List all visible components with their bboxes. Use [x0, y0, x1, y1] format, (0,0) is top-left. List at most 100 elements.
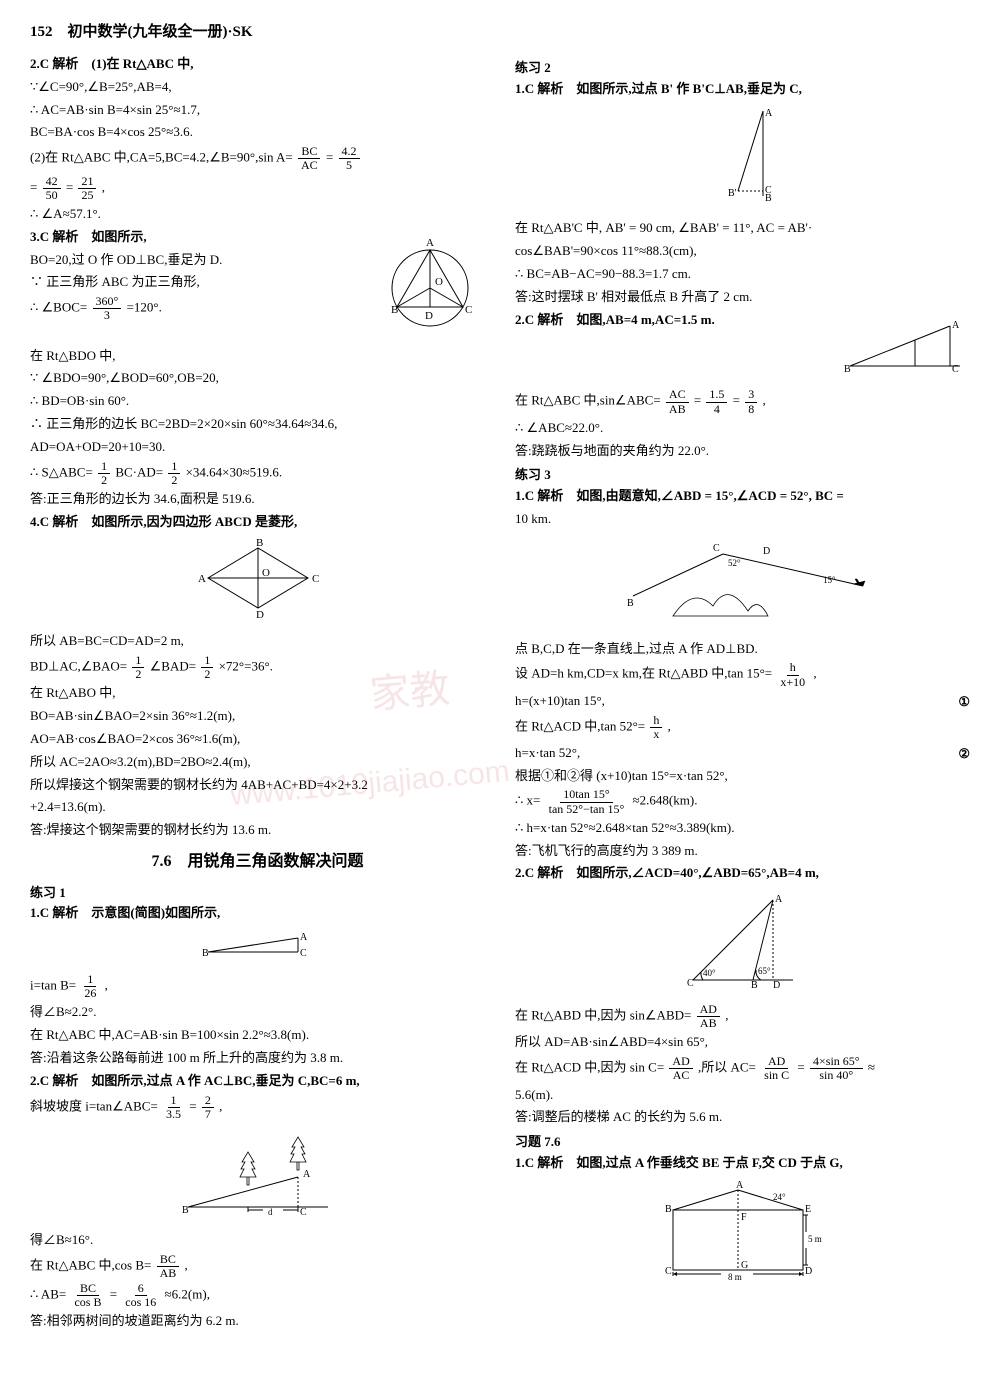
p3q1-title: 1.C 解析 如图,由题意知,∠ABD = 15°,∠ACD = 52°, BC…	[515, 486, 970, 507]
svg-text:C: C	[300, 1207, 307, 1217]
diagram-q4: A B C D O	[30, 538, 485, 625]
marker-1: ①	[958, 692, 970, 713]
svg-text:E: E	[805, 1204, 811, 1215]
frac-den: 5	[343, 159, 355, 172]
text: 在 Rt△ABO 中,	[30, 683, 485, 704]
q4-title: 4.C 解析 如图所示,因为四边形 ABCD 是菱形,	[30, 512, 485, 533]
frac-num: 6	[135, 1282, 147, 1296]
frac-num: 4.2	[339, 145, 360, 159]
frac-den: AC	[670, 1069, 693, 1082]
svg-text:B': B'	[728, 188, 737, 199]
frac-num: 1	[84, 973, 96, 987]
frac-num: AD	[669, 1055, 692, 1069]
text: BD⊥AC,∠BAO=	[30, 659, 127, 674]
text: 在 Rt△ACD 中,因为 sin C= ADAC ,所以 AC= ADsin …	[515, 1055, 970, 1082]
text: ×34.64×30≈519.6.	[186, 464, 283, 479]
text: ∴ ∠A≈57.1°.	[30, 204, 485, 225]
text: ∴ AB=	[30, 1287, 66, 1302]
frac-den: AB	[157, 1267, 180, 1280]
text: =	[66, 179, 73, 194]
svg-text:B: B	[256, 538, 263, 549]
svg-text:C: C	[665, 1266, 672, 1277]
practice-2: 练习 2	[515, 58, 970, 79]
diagram-p3q2: C B D A 40° 65°	[515, 890, 970, 997]
text: =	[694, 393, 701, 408]
text: 答:焊接这个钢架需要的钢材长约为 13.6 m.	[30, 820, 485, 841]
svg-text:C: C	[312, 573, 319, 585]
text: ∵∠C=90°,∠B=25°,AB=4,	[30, 77, 485, 98]
text: =120°.	[127, 300, 162, 315]
svg-text:C: C	[465, 304, 472, 316]
p1q1-title: 1.C 解析 示意图(简图)如图所示,	[30, 903, 485, 924]
text: ,	[668, 718, 671, 733]
svg-text:D: D	[425, 310, 433, 322]
text: ∴ S△ABC= 12 BC·AD= 12 ×34.64×30≈519.6.	[30, 460, 485, 487]
svg-text:5 m: 5 m	[808, 1234, 822, 1244]
svg-text:24°: 24°	[773, 1192, 786, 1202]
text: 5.6(m).	[515, 1085, 970, 1106]
svg-text:O: O	[435, 276, 443, 288]
text: ,	[105, 978, 108, 993]
text: =	[797, 1060, 804, 1075]
text: ∴ BC=AB−AC=90−88.3=1.7 cm.	[515, 264, 970, 285]
text: 在 Rt△AB'C 中, AB' = 90 cm, ∠BAB' = 11°, A…	[515, 218, 970, 239]
page-header: 152 初中数学(九年级全一册)·SK	[30, 20, 970, 44]
text: 答:这时摆球 B' 相对最低点 B 升高了 2 cm.	[515, 287, 970, 308]
p2q1-title: 1.C 解析 如图所示,过点 B' 作 B'C⊥AB,垂足为 C,	[515, 79, 970, 100]
frac-den: 2	[201, 668, 213, 681]
svg-text:52°: 52°	[728, 558, 741, 568]
frac-den: 26	[81, 987, 99, 1000]
text: 在 Rt△ABC 中,sin∠ABC= ACAB = 1.54 = 38 ,	[515, 388, 970, 415]
text: ∴ S△ABC=	[30, 464, 93, 479]
text: 所以 AB=BC=CD=AD=2 m,	[30, 631, 485, 652]
text: ∵ ∠BDO=90°,∠BOD=60°,OB=20,	[30, 368, 485, 389]
text: cos∠BAB'=90×cos 11°≈88.3(cm),	[515, 241, 970, 262]
frac-num: AD	[765, 1055, 788, 1069]
svg-text:B: B	[182, 1205, 189, 1216]
svg-text:40°: 40°	[703, 968, 716, 978]
frac-den: 50	[43, 189, 61, 202]
ex-q1-title: 1.C 解析 如图,过点 A 作垂线交 BE 于点 F,交 CD 于点 G,	[515, 1153, 970, 1174]
diagram-p1q2: B A C d	[30, 1127, 485, 1224]
p1q2-title: 2.C 解析 如图所示,过点 A 作 AC⊥BC,垂足为 C,BC=6 m,	[30, 1071, 485, 1092]
text: ≈	[868, 1060, 875, 1075]
svg-text:C: C	[300, 948, 307, 959]
text: 在 Rt△ACD 中,因为 sin C=	[515, 1060, 664, 1075]
svg-text:A: A	[303, 1169, 311, 1180]
practice-3: 练习 3	[515, 465, 970, 486]
text: AD=OA+OD=20+10=30.	[30, 437, 485, 458]
text: 得∠B≈16°.	[30, 1230, 485, 1251]
text: AO=AB·cos∠BAO=2×cos 36°≈1.6(m),	[30, 729, 485, 750]
svg-text:A: A	[765, 108, 773, 119]
text: ∴ h=x·tan 52°≈2.648×tan 52°≈3.389(km).	[515, 818, 970, 839]
svg-text:B: B	[391, 304, 398, 316]
frac-num: BC	[298, 145, 320, 159]
svg-text:C: C	[765, 185, 772, 196]
text: ∴ x=	[515, 793, 540, 808]
frac-num: AC	[666, 388, 689, 402]
text: 在 Rt△ABC 中,sin∠ABC=	[515, 393, 661, 408]
frac-num: AD	[697, 1003, 720, 1017]
text: 设 AD=h km,CD=x km,在 Rt△ABD 中,tan 15°= hx…	[515, 661, 970, 688]
frac-den: 25	[78, 189, 96, 202]
frac-den: 7	[202, 1108, 214, 1121]
text: 答:相邻两树间的坡道距离约为 6.2 m.	[30, 1311, 485, 1332]
svg-text:B: B	[844, 364, 851, 375]
text: 答:调整后的楼梯 AC 的长约为 5.6 m.	[515, 1107, 970, 1128]
text: ∴ ∠ABC≈22.0°.	[515, 418, 970, 439]
frac-den: 3	[101, 309, 113, 322]
text: 斜坡坡度 i=tan∠ABC= 13.5 = 27 ,	[30, 1094, 485, 1121]
q2-title: 2.C 解析 (1)在 Rt△ABC 中,	[30, 54, 485, 75]
svg-text:B: B	[202, 948, 209, 959]
text: ≈6.2(m),	[165, 1287, 210, 1302]
frac-den: cos 16	[122, 1296, 159, 1309]
text: 得∠B≈2.2°.	[30, 1002, 485, 1023]
frac-num: 42	[43, 175, 61, 189]
diagram-ex: A B E C D F G 24° 5 m 8 m	[515, 1180, 970, 1287]
text: 设 AD=h km,CD=x km,在 Rt△ABD 中,tan 15°=	[515, 666, 772, 681]
svg-text:A: A	[300, 932, 308, 943]
svg-text:D: D	[805, 1266, 812, 1277]
svg-text:A: A	[952, 320, 960, 331]
text: 在 Rt△ABC 中,cos B= BCAB ,	[30, 1253, 485, 1280]
text: 所以 AD=AB·sin∠ABD=4×sin 65°,	[515, 1032, 970, 1053]
